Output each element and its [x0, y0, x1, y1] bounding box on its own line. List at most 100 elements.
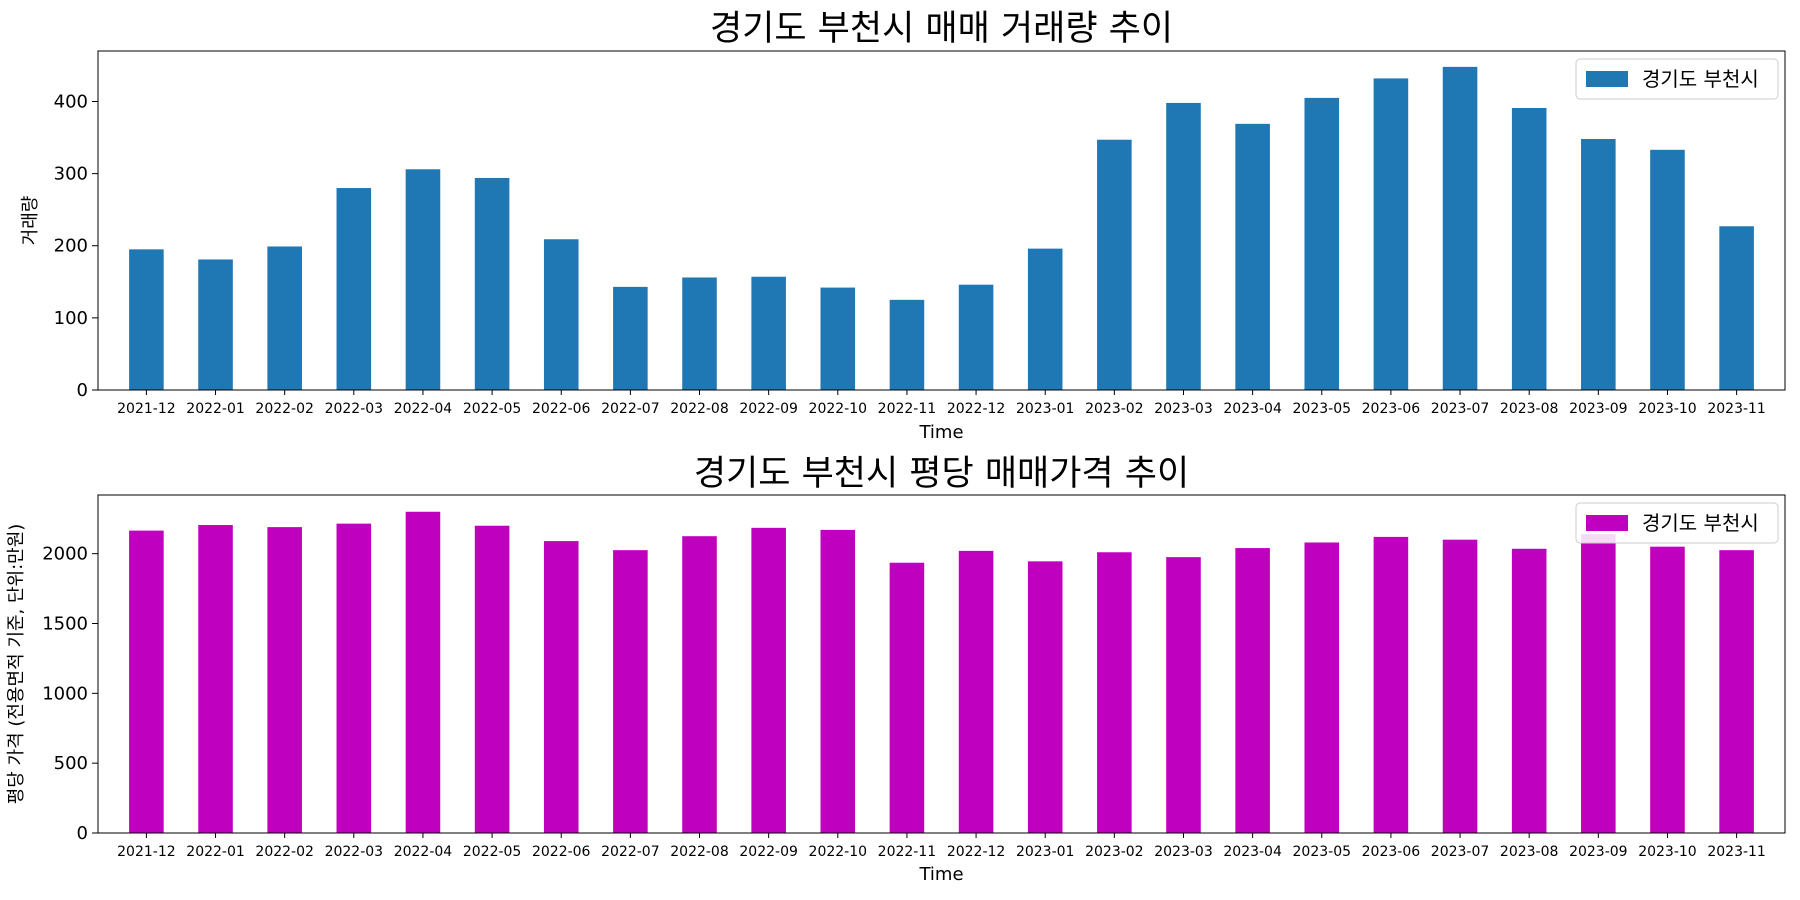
bar-2022-01	[198, 259, 233, 390]
bar-2022-05	[474, 177, 510, 390]
legend-box	[1575, 502, 1779, 544]
bar-2023-09	[1581, 138, 1616, 390]
bar-2022-01	[198, 525, 233, 833]
x-tick-label: 2023-07	[1431, 401, 1490, 417]
x-tick-label: 2022-10	[809, 401, 868, 417]
bar-2022-05	[474, 525, 510, 833]
x-tick-label: 2022-05	[463, 401, 522, 417]
x-tick-label: 2022-03	[325, 401, 384, 417]
x-tick-label: 2022-03	[325, 844, 384, 860]
bar-2022-06	[543, 541, 579, 833]
x-tick-label: 2022-07	[601, 401, 660, 417]
x-axis-label: Time	[918, 864, 963, 885]
x-tick-label: 2022-04	[394, 844, 453, 860]
bar-2023-08	[1511, 548, 1547, 833]
x-axis-label: Time	[918, 422, 963, 443]
bar-2021-12	[129, 530, 164, 833]
x-tick-label: 2022-04	[394, 401, 453, 417]
chart-title: 경기도 부천시 매매 거래량 추이	[710, 9, 1173, 49]
x-tick-label: 2022-08	[670, 844, 729, 860]
x-tick-label: 2022-09	[739, 844, 798, 860]
legend-swatch	[1586, 71, 1628, 87]
bar-2023-04	[1235, 123, 1270, 390]
legend: 경기도 부천시	[1575, 502, 1779, 544]
bar-2022-03	[336, 523, 372, 833]
x-tick-label: 2023-09	[1569, 401, 1628, 417]
chart-panel-2: 경기도 부천시 평당 매매가격 추이 0 500 1000 1500 2000 2021-1…	[6, 454, 1786, 885]
bar-2023-03	[1166, 557, 1201, 833]
x-tick-label: 2023-02	[1085, 401, 1144, 417]
bar-2023-02	[1097, 139, 1132, 390]
x-tick-label: 2023-01	[1016, 401, 1075, 417]
bar-2022-02	[267, 527, 302, 833]
y-tick-label: 0	[77, 380, 88, 401]
x-tick-label: 2021-12	[117, 401, 176, 417]
x-tick-label: 2022-09	[739, 401, 798, 417]
bar-2021-12	[129, 249, 164, 390]
y-tick-label: 400	[54, 91, 88, 112]
bar-2022-08	[682, 277, 717, 390]
legend-label: 경기도 부천시	[1642, 511, 1759, 535]
x-tick-label: 2022-06	[532, 844, 591, 860]
bar-2022-10	[820, 529, 856, 833]
bar-2022-07	[613, 550, 648, 833]
x-tick-label: 2023-08	[1500, 401, 1559, 417]
y-tick-label: 100	[54, 308, 88, 329]
x-tick-label: 2023-11	[1707, 401, 1766, 417]
bar-2022-10	[820, 287, 856, 390]
x-tick-label: 2023-06	[1362, 401, 1421, 417]
x-tick-label: 2023-05	[1293, 844, 1352, 860]
x-tick-label: 2023-03	[1154, 844, 1213, 860]
x-tick-label: 2022-10	[809, 844, 868, 860]
x-tick-label: 2022-11	[878, 401, 937, 417]
bar-2022-09	[751, 527, 786, 833]
bar-2022-04	[405, 511, 441, 833]
x-tick-label: 2022-01	[186, 401, 245, 417]
bar-2022-03	[336, 188, 372, 390]
y-tick-label: 1000	[42, 683, 88, 704]
bar-2023-08	[1511, 107, 1547, 391]
y-tick-label: 2000	[42, 544, 88, 565]
x-tick-label: 2023-01	[1016, 844, 1075, 860]
bar-2023-03	[1166, 102, 1201, 390]
bar-2023-05	[1304, 542, 1340, 833]
bar-2023-06	[1373, 536, 1409, 833]
y-tick-label: 0	[77, 823, 88, 844]
x-tick-label: 2023-04	[1223, 401, 1282, 417]
x-tick-label: 2023-10	[1638, 844, 1697, 860]
x-tick-label: 2022-08	[670, 401, 729, 417]
x-tick-label: 2022-12	[947, 844, 1006, 860]
bar-2022-09	[751, 276, 786, 390]
bar-2023-04	[1235, 548, 1270, 833]
bar-2022-07	[613, 286, 648, 390]
bar-2023-02	[1097, 552, 1132, 833]
x-tick-label: 2023-11	[1707, 844, 1766, 860]
chart-title: 경기도 부천시 평당 매매가격 추이	[694, 454, 1189, 494]
legend-swatch	[1586, 515, 1628, 531]
x-tick-label: 2022-06	[532, 401, 591, 417]
bar-2022-04	[405, 169, 441, 390]
bar-2023-01	[1027, 561, 1063, 833]
x-tick-label: 2022-11	[878, 844, 937, 860]
plot-frame	[97, 494, 1786, 834]
x-tick-label: 2022-12	[947, 401, 1006, 417]
chart-panel-1: 경기도 부천시 매매 거래량 추이 0 100 200 300 400 2021-12 202…	[20, 9, 1786, 443]
bar-2023-09	[1581, 534, 1616, 833]
y-tick-label: 1500	[42, 613, 88, 634]
x-tick-label: 2023-10	[1638, 401, 1697, 417]
x-tick-label: 2022-07	[601, 844, 660, 860]
legend-label: 경기도 부천시	[1642, 67, 1759, 91]
x-tick-label: 2022-05	[463, 844, 522, 860]
bar-2023-07	[1442, 66, 1478, 390]
x-tick-label: 2022-01	[186, 844, 245, 860]
x-tick-label: 2023-05	[1293, 401, 1352, 417]
legend: 경기도 부천시	[1575, 58, 1779, 100]
x-tick-label: 2023-06	[1362, 844, 1421, 860]
legend-box	[1575, 58, 1779, 100]
plot-frame	[97, 50, 1786, 391]
bar-2023-10	[1650, 546, 1685, 833]
y-tick-label: 500	[54, 753, 88, 774]
y-axis-label: 거래량	[20, 196, 41, 246]
bar-2023-10	[1650, 149, 1685, 390]
y-tick-label: 300	[54, 164, 88, 185]
